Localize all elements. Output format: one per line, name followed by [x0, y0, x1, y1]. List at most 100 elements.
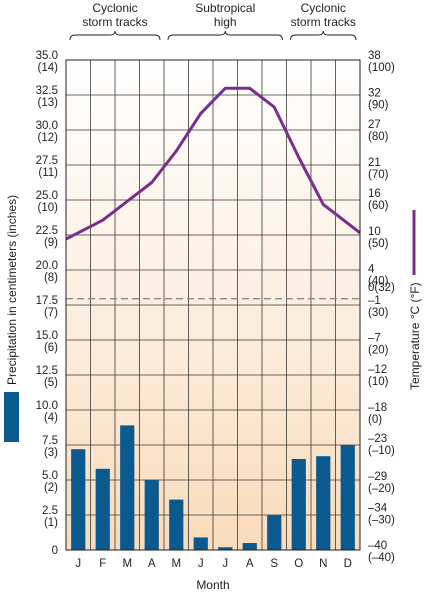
left-tick-label-inches: (1)	[44, 517, 58, 529]
right-tick-label-fahrenheit: (80)	[368, 131, 389, 143]
right-tick-label-fahrenheit: (20)	[368, 345, 389, 357]
month-label: J	[75, 558, 81, 570]
right-tick-label: 27	[368, 119, 381, 131]
month-label: N	[319, 558, 327, 570]
right-tick-label-fahrenheit: (–10)	[368, 445, 395, 457]
left-tick-label-inches: (4)	[44, 412, 58, 424]
right-axis-ticks: 38(100) 32(90) 27(80) 21(70) 16(60) 10(50) 4(4…	[368, 50, 395, 564]
gridlines	[66, 60, 360, 550]
left-tick-label-inches: (5)	[44, 377, 58, 389]
right-tick-label: –18	[368, 402, 387, 414]
annotation-line2: storm tracks	[291, 15, 356, 29]
right-tick-label: –40	[368, 540, 387, 552]
precip-bar	[218, 547, 233, 550]
left-tick-label: 35.0	[36, 50, 58, 62]
right-tick-label: 21	[368, 157, 381, 169]
left-tick-label: 32.5	[36, 85, 58, 97]
right-tick-label-fahrenheit: (90)	[368, 100, 389, 112]
right-tick-label: –1	[368, 295, 381, 307]
left-tick-label: 27.5	[36, 155, 58, 167]
left-tick-label: 22.5	[36, 225, 58, 237]
x-axis-title: Month	[196, 578, 229, 592]
month-label: M	[122, 558, 132, 570]
annotation-line1: Cyclonic	[92, 1, 137, 15]
left-tick-label-inches: (7)	[44, 307, 58, 319]
left-axis-ticks: 35.0(14) 32.5(13) 30.0(12) 27.5(11) 25.0(10)…	[36, 50, 59, 557]
left-tick-label: 12.5	[36, 365, 58, 377]
temperature-line-group	[65, 86, 361, 241]
left-tick-label-inches: (13)	[38, 97, 59, 109]
left-tick-label: 5.0	[42, 470, 58, 482]
y-axis-title-left: Precipitation in centimeters (inches)	[4, 195, 19, 442]
y-axis-title-right: Temperature °C (°F)	[408, 210, 422, 390]
right-tick-label-fahrenheit: (30)	[368, 307, 389, 319]
month-label: F	[99, 558, 106, 570]
left-tick-label-inches: (6)	[44, 342, 58, 354]
annotation-bracket	[290, 30, 357, 41]
precip-bar	[291, 459, 306, 550]
y2-axis-title-text: Temperature °C (°F)	[408, 282, 422, 390]
annotation-line1: Cyclonic	[301, 1, 346, 15]
left-tick-label: 2.5	[42, 505, 58, 517]
right-tick-label-fahrenheit: (60)	[368, 200, 389, 212]
left-tick-label: 10.0	[36, 400, 58, 412]
left-tick-label: 17.5	[36, 295, 58, 307]
precip-bar	[316, 456, 331, 550]
right-tick-label-fahrenheit: (100)	[368, 62, 395, 74]
right-tick-label: 16	[368, 188, 381, 200]
right-tick-label-fahrenheit: (10)	[368, 376, 389, 388]
month-label: J	[198, 558, 204, 570]
left-tick-label-inches: (9)	[44, 237, 58, 249]
left-tick-label: 15.0	[36, 330, 58, 342]
precip-bar	[95, 468, 110, 550]
precip-bar	[144, 480, 159, 550]
left-tick-label: 30.0	[36, 120, 58, 132]
month-label: A	[148, 558, 156, 570]
left-tick-label: 25.0	[36, 190, 58, 202]
temperature-line	[65, 86, 361, 241]
right-tick-label: –23	[368, 433, 387, 445]
plot-frame	[65, 59, 361, 551]
annotation-line2: storm tracks	[82, 15, 147, 29]
month-label: D	[344, 558, 352, 570]
right-tick-label: 38	[368, 50, 381, 62]
right-tick-label-fahrenheit: (–40)	[368, 552, 395, 564]
right-tick-label-fahrenheit: (70)	[368, 169, 389, 181]
month-label: S	[270, 558, 278, 570]
precip-bar	[193, 537, 208, 550]
precip-bar	[71, 449, 86, 550]
right-tick-label: –7	[368, 333, 381, 345]
month-label: J	[222, 558, 228, 570]
right-tick-label-fahrenheit: (40)	[368, 276, 389, 288]
left-tick-label-inches: (2)	[44, 482, 58, 494]
precipitation-legend-swatch	[4, 392, 19, 442]
right-tick-label-fahrenheit: (–30)	[368, 514, 395, 526]
annotation-bracket	[167, 30, 283, 41]
left-tick-label-inches: (14)	[38, 62, 59, 74]
month-label: A	[246, 558, 254, 570]
annotation-line2: high	[214, 15, 237, 29]
left-tick-label-inches: (12)	[38, 132, 59, 144]
month-label: O	[294, 558, 303, 570]
left-tick-label-inches: (10)	[38, 202, 59, 214]
right-tick-label: –29	[368, 471, 387, 483]
right-tick-label: –34	[368, 502, 388, 514]
precip-bar	[242, 543, 257, 550]
y-axis-title-text: Precipitation in centimeters (inches)	[5, 195, 19, 385]
left-tick-label-inches: (11)	[38, 167, 58, 179]
annotation-line1: Subtropical	[195, 1, 255, 15]
precip-bar	[340, 445, 355, 550]
right-tick-label: 32	[368, 88, 381, 100]
precip-bar	[267, 515, 282, 550]
left-tick-label-inches: (3)	[44, 447, 58, 459]
precip-bar	[169, 499, 184, 550]
left-tick-label: 20.0	[36, 260, 58, 272]
annotation-bracket	[69, 30, 161, 41]
month-label: M	[171, 558, 181, 570]
left-tick-label: 7.5	[42, 435, 58, 447]
right-tick-label-fahrenheit: (–20)	[368, 483, 395, 495]
right-tick-label-fahrenheit: (0)	[368, 414, 382, 426]
right-tick-label-fahrenheit: (50)	[368, 238, 389, 250]
